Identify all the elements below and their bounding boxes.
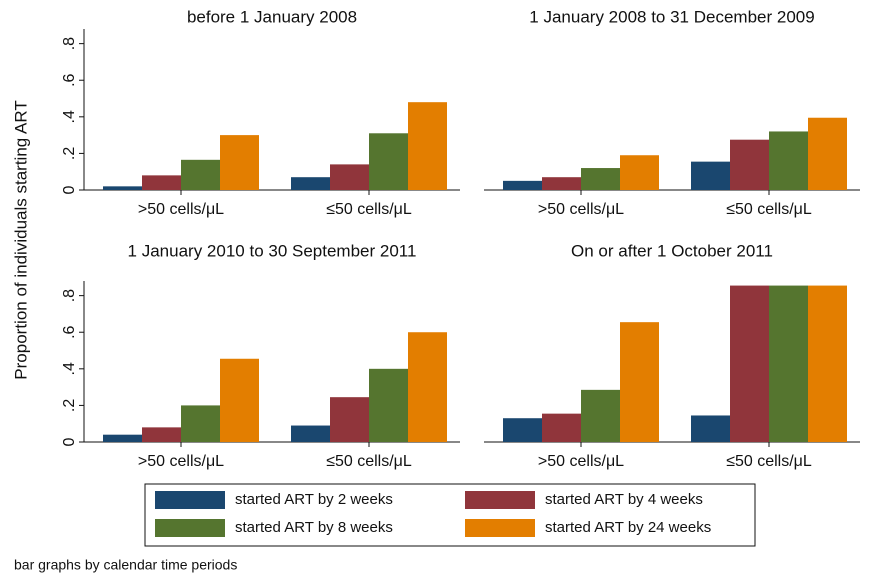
bar	[142, 175, 181, 190]
bar	[330, 397, 369, 442]
y-tick-label: .4	[61, 362, 78, 375]
bar	[181, 159, 220, 190]
y-tick-label: .8	[61, 37, 78, 50]
y-tick-label: 0	[61, 185, 78, 194]
bar	[503, 418, 542, 442]
bar	[408, 102, 447, 190]
bar	[808, 117, 847, 190]
bar	[103, 434, 142, 442]
bar	[769, 131, 808, 190]
legend-swatch	[155, 491, 225, 509]
panel-title: 1 January 2008 to 31 December 2009	[529, 7, 814, 26]
x-tick-label: >50 cells/μL	[538, 201, 624, 218]
bar	[220, 135, 259, 190]
legend-label: started ART by 4 weeks	[545, 491, 703, 508]
bar	[691, 415, 730, 442]
bar	[620, 155, 659, 190]
y-tick-label: .2	[61, 147, 78, 160]
bar	[181, 405, 220, 442]
bar	[291, 177, 330, 190]
x-tick-label: ≤50 cells/μL	[726, 453, 812, 470]
bar	[542, 413, 581, 442]
legend-label: started ART by 8 weeks	[235, 519, 393, 536]
x-tick-label: >50 cells/μL	[138, 453, 224, 470]
legend-swatch	[465, 519, 535, 537]
y-tick-label: .4	[61, 110, 78, 123]
bar	[581, 389, 620, 442]
bar	[103, 186, 142, 190]
bar	[330, 164, 369, 190]
panel-title: 1 January 2010 to 30 September 2011	[128, 241, 417, 260]
bar	[581, 168, 620, 190]
bar	[730, 285, 769, 442]
x-tick-label: >50 cells/μL	[138, 201, 224, 218]
x-tick-label: ≤50 cells/μL	[726, 201, 812, 218]
bar	[730, 139, 769, 190]
y-tick-label: .8	[61, 289, 78, 302]
bar	[808, 285, 847, 442]
note: bar graphs by calendar time periods	[14, 557, 237, 573]
bar	[408, 332, 447, 442]
bar	[503, 180, 542, 190]
legend-swatch	[465, 491, 535, 509]
y-tick-label: .6	[61, 325, 78, 338]
bar	[369, 368, 408, 442]
legend-box	[144, 483, 756, 547]
legend-label: started ART by 24 weeks	[545, 519, 711, 536]
x-tick-label: ≤50 cells/μL	[326, 453, 412, 470]
y-axis-label: Proportion of individuals starting ART	[11, 100, 30, 379]
y-tick-label: .6	[61, 73, 78, 86]
panel-title: before 1 January 2008	[187, 7, 357, 26]
bar	[691, 161, 730, 190]
bar	[769, 285, 808, 442]
y-tick-label: .2	[61, 399, 78, 412]
x-tick-label: ≤50 cells/μL	[326, 201, 412, 218]
bar	[369, 133, 408, 190]
panel-title: On or after 1 October 2011	[571, 241, 773, 260]
x-tick-label: >50 cells/μL	[538, 453, 624, 470]
legend-swatch	[155, 519, 225, 537]
y-tick-label: 0	[61, 437, 78, 446]
bar	[142, 427, 181, 442]
bar	[220, 358, 259, 442]
legend-label: started ART by 2 weeks	[235, 491, 393, 508]
bar	[542, 177, 581, 190]
bar	[291, 425, 330, 442]
bar	[620, 322, 659, 442]
